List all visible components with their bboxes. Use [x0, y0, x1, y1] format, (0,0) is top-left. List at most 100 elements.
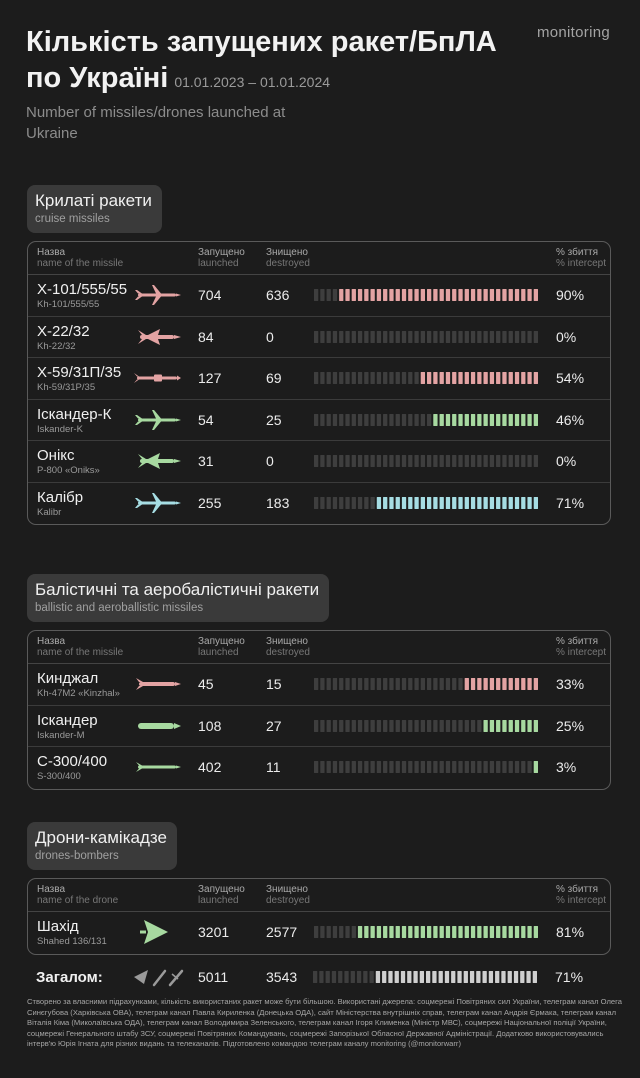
intercept-segment-filled	[502, 678, 507, 690]
intercept-segment-filled	[408, 496, 413, 509]
intercept-segment-filled	[483, 719, 488, 732]
intercept-segment-empty	[351, 330, 356, 343]
cruise-missile-icon	[135, 285, 181, 305]
intercept-segment-filled	[501, 971, 506, 983]
intercept-segment-empty	[357, 413, 363, 426]
intercept-segment-filled	[394, 971, 399, 983]
intercept-segment-filled	[452, 413, 457, 426]
intercept-segment-empty	[338, 971, 343, 983]
intercept-segment-empty	[370, 413, 375, 426]
col-launched-en: launched	[198, 647, 239, 658]
intercept-segment-empty	[351, 496, 356, 509]
intercept-segment-empty	[420, 413, 425, 426]
intercept-segment-empty	[320, 926, 325, 938]
table-row: Х-22/32 Kh-22/32 84 0 0%	[28, 317, 610, 358]
intercept-segment-empty	[502, 455, 507, 467]
missile-name-en: P-800 «Oniks»	[37, 465, 100, 476]
intercept-segment-filled	[376, 496, 382, 509]
intercept-segment-empty	[370, 678, 375, 690]
intercept-segment-filled	[433, 926, 438, 938]
aeroballistic-missile-icon	[136, 678, 181, 690]
section-title: Крилаті ракети	[35, 191, 152, 210]
missile-name-cell: Онікс P-800 «Oniks»	[37, 447, 100, 476]
intercept-segment-empty	[326, 926, 331, 938]
intercept-segment-empty	[326, 496, 331, 509]
intercept-segment-empty	[345, 455, 350, 467]
intercept-segment-filled	[426, 971, 431, 983]
anti-ship-missile-icon	[138, 328, 181, 345]
intercept-segment-empty	[320, 289, 325, 301]
intercept-segment-empty	[383, 761, 388, 773]
panel-ballistic: Назва name of the missile Запущено launche…	[27, 630, 611, 790]
intercept-segment-filled	[489, 372, 495, 384]
intercept-segment-filled	[420, 372, 425, 384]
intercept-segment-filled	[514, 719, 520, 732]
intercept-segment-empty	[357, 678, 363, 690]
missile-name: Кинджал	[37, 670, 99, 687]
intercept-segment-empty	[502, 330, 507, 343]
intercept-segment-empty	[414, 455, 419, 467]
intercept-segment-filled	[383, 289, 388, 301]
intercept-bar	[314, 289, 538, 301]
missile-name: С-300/400	[37, 753, 108, 770]
intercept-segment-filled	[452, 496, 457, 509]
intercept-segment-empty	[433, 330, 438, 343]
col-pct: % збиття	[556, 884, 599, 895]
intercept-segment-empty	[332, 496, 338, 509]
intercept-bar	[314, 719, 538, 732]
intercept-segment-empty	[496, 455, 501, 467]
title-line-2: по Україні	[26, 62, 169, 94]
missile-name-en: Kh-22/32	[37, 340, 76, 352]
intercept-segment-filled	[521, 926, 526, 938]
intercept-segment-filled	[413, 971, 418, 983]
intercept-segment-empty	[332, 678, 338, 690]
intercept-segment-filled	[345, 289, 350, 301]
intercept-segment-empty	[370, 330, 375, 343]
intercept-segment-empty	[345, 496, 350, 509]
missile-name-en: Kh-101/555/55	[37, 299, 100, 310]
intercept-segment-filled	[477, 678, 482, 690]
intercept-segment-filled	[483, 926, 488, 938]
intercept-segment-empty	[357, 761, 363, 773]
intercept-segment-filled	[464, 372, 469, 384]
intercept-segment-filled	[395, 926, 400, 938]
intercept-segment-empty	[420, 330, 425, 343]
intercept-segment-filled	[521, 678, 526, 690]
destroyed-value: 15	[266, 676, 282, 692]
sources-footnote: Створено за власними підрахунками, кільк…	[27, 997, 622, 1049]
intercept-segment-filled	[364, 926, 369, 938]
intercept-segment-empty	[314, 678, 319, 690]
intercept-segment-empty	[314, 719, 319, 732]
col-launched: Запущено	[198, 636, 245, 647]
missile-name-en: Iskander-K	[37, 423, 83, 435]
total-label: Загалом:	[36, 969, 103, 986]
intercept-segment-empty	[339, 372, 344, 384]
intercept-segment-empty	[489, 761, 495, 773]
intercept-segment-empty	[401, 330, 407, 343]
col-launched-en: launched	[198, 895, 239, 906]
intercept-segment-empty	[351, 678, 356, 690]
intercept-segment-filled	[469, 971, 475, 983]
launched-value: 255	[198, 494, 222, 511]
launched-value: 3201	[198, 924, 230, 940]
intercept-segment-empty	[320, 761, 325, 773]
intercept-segment-empty	[401, 761, 407, 773]
intercept-segment-empty	[489, 330, 495, 343]
intercept-segment-filled	[502, 372, 507, 384]
destroyed-value: 11	[266, 759, 281, 775]
intercept-segment-filled	[520, 971, 525, 983]
intercept-segment-filled	[388, 971, 393, 983]
intercept-segment-empty	[439, 761, 444, 773]
intercept-segment-empty	[370, 496, 375, 509]
intercept-segment-empty	[332, 413, 338, 426]
intercept-segment-filled	[464, 413, 469, 426]
intercept-segment-filled	[508, 926, 513, 938]
intercept-segment-empty	[401, 413, 407, 426]
intercept-segment-filled	[533, 413, 538, 426]
intercept-segment-filled	[452, 926, 457, 938]
intercept-segment-empty	[344, 971, 349, 983]
intercept-segment-empty	[458, 719, 463, 732]
intercept-segment-filled	[508, 289, 513, 301]
intercept-segment-filled	[395, 289, 400, 301]
table-row: Х-59/31П/35 Kh-59/31P/35 127 69 54%	[28, 358, 610, 400]
